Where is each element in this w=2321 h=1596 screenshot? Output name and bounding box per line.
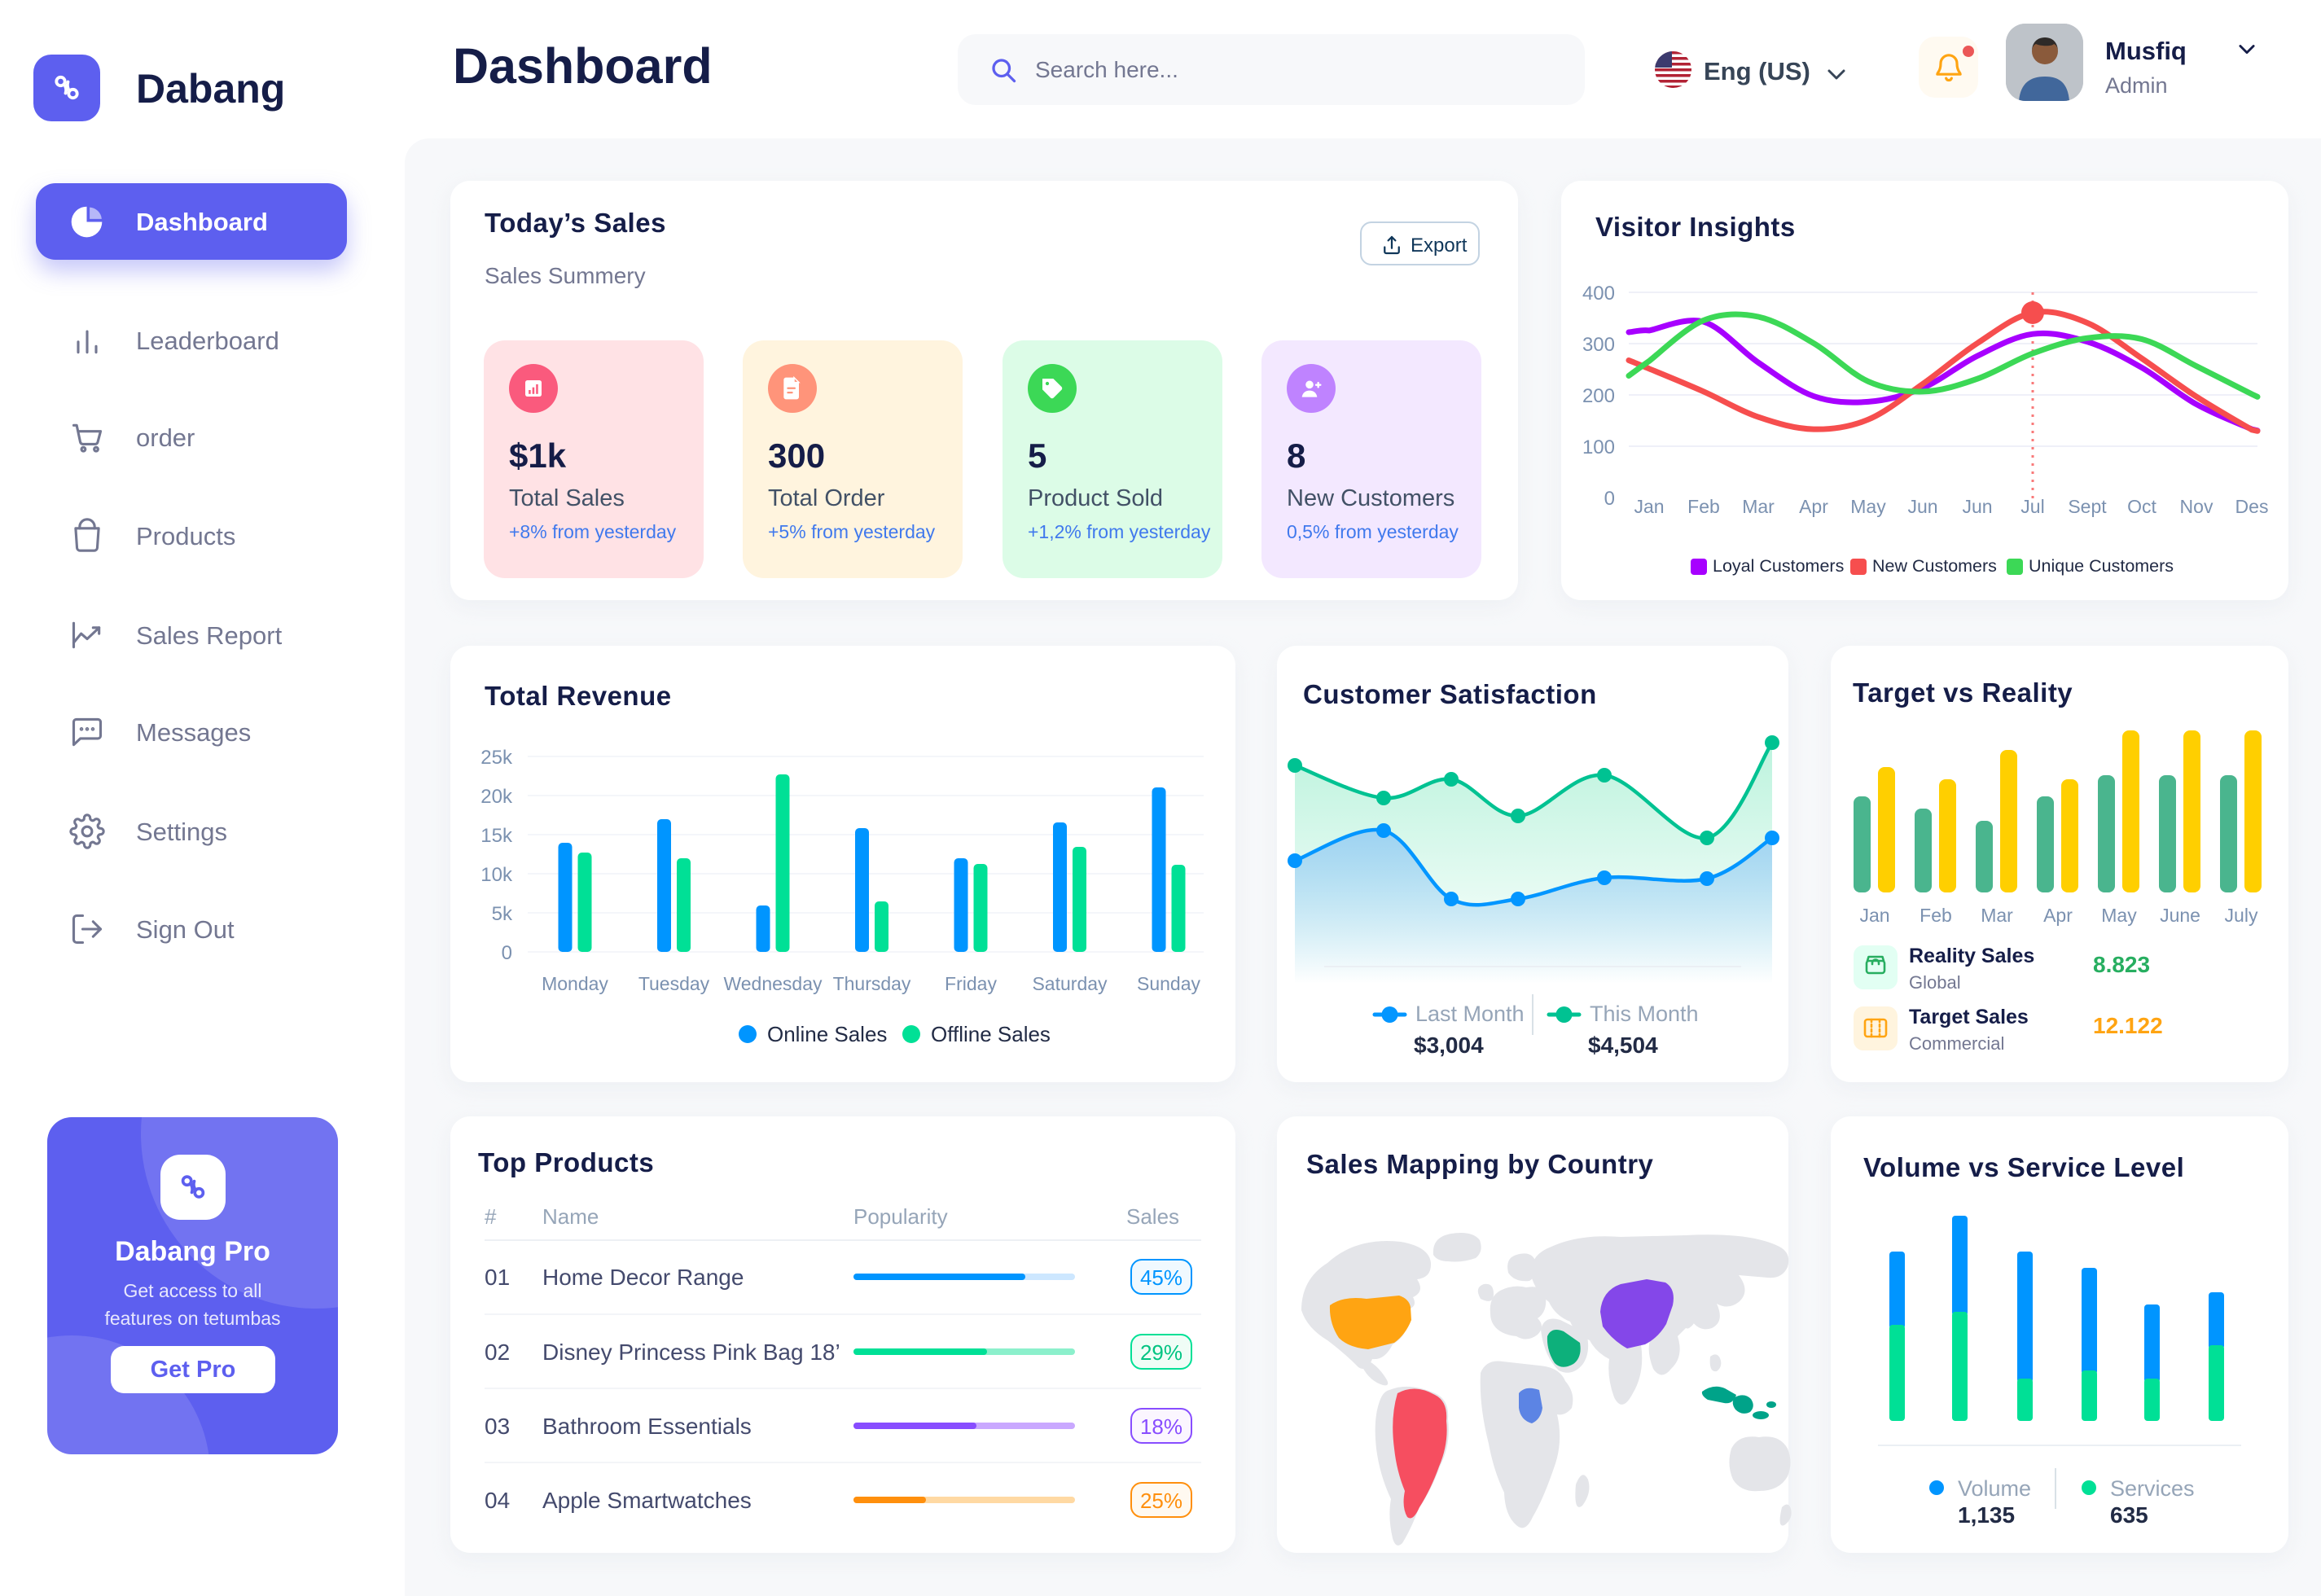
svg-text:Last Month: Last Month <box>1415 1002 1525 1026</box>
svg-text:1,135: 1,135 <box>1958 1502 2015 1528</box>
svg-text:Online Sales: Online Sales <box>767 1022 887 1046</box>
svg-text:Jun: Jun <box>1907 496 1937 517</box>
svg-text:300: 300 <box>1582 334 1615 356</box>
svg-text:0: 0 <box>1604 488 1615 510</box>
svg-text:Commercial: Commercial <box>1909 1033 2004 1054</box>
svg-text:May: May <box>2101 905 2137 926</box>
svg-text:Friday: Friday <box>945 973 997 994</box>
svg-text:400: 400 <box>1582 283 1615 305</box>
svg-text:Oct: Oct <box>2127 496 2156 517</box>
svg-text:July: July <box>2225 905 2258 926</box>
svg-text:This Month: This Month <box>1590 1002 1699 1026</box>
svg-text:Nov: Nov <box>2180 496 2214 517</box>
svg-text:8.823: 8.823 <box>2093 952 2150 977</box>
svg-text:Tuesday: Tuesday <box>638 973 710 994</box>
svg-text:June: June <box>2160 905 2200 926</box>
svg-text:Loyal Customers: Loyal Customers <box>1713 556 1844 576</box>
svg-text:Sunday: Sunday <box>1137 973 1201 994</box>
svg-text:Mar: Mar <box>1742 496 1775 517</box>
svg-text:0: 0 <box>502 942 512 964</box>
svg-text:Des: Des <box>2235 496 2269 517</box>
svg-text:May: May <box>1850 496 1886 517</box>
svg-text:Feb: Feb <box>1920 905 1952 926</box>
svg-text:New Customers: New Customers <box>1872 556 1997 576</box>
svg-text:$3,004: $3,004 <box>1414 1033 1484 1058</box>
svg-text:100: 100 <box>1582 436 1615 458</box>
svg-text:$4,504: $4,504 <box>1588 1033 1658 1058</box>
svg-text:Services: Services <box>2110 1476 2195 1501</box>
svg-text:Jan: Jan <box>1859 905 1889 926</box>
svg-text:5k: 5k <box>492 903 513 925</box>
svg-text:Volume: Volume <box>1958 1476 2031 1501</box>
svg-text:Mar: Mar <box>1981 905 2013 926</box>
svg-text:Apr: Apr <box>2043 905 2073 926</box>
svg-text:15k: 15k <box>480 825 513 847</box>
svg-text:Apr: Apr <box>1799 496 1828 517</box>
svg-text:Unique Customers: Unique Customers <box>2029 556 2174 576</box>
svg-text:Reality Sales: Reality Sales <box>1909 945 2034 967</box>
svg-text:Global: Global <box>1909 972 1961 993</box>
svg-text:Wednesday: Wednesday <box>723 973 823 994</box>
svg-text:Offline Sales: Offline Sales <box>931 1022 1051 1046</box>
svg-text:10k: 10k <box>480 864 513 886</box>
svg-text:Feb: Feb <box>1687 496 1720 517</box>
svg-text:Thursday: Thursday <box>833 973 911 994</box>
svg-text:Sept: Sept <box>2068 496 2107 517</box>
svg-text:25k: 25k <box>480 747 513 769</box>
svg-text:635: 635 <box>2110 1502 2148 1528</box>
svg-text:Jan: Jan <box>1634 496 1664 517</box>
svg-text:Jun: Jun <box>1962 496 1992 517</box>
svg-text:Jul: Jul <box>2020 496 2044 517</box>
svg-text:12.122: 12.122 <box>2093 1013 2163 1038</box>
svg-text:Monday: Monday <box>542 973 608 994</box>
svg-text:20k: 20k <box>480 786 513 808</box>
svg-text:Saturday: Saturday <box>1032 973 1108 994</box>
svg-text:Target Sales: Target Sales <box>1909 1006 2029 1028</box>
svg-text:200: 200 <box>1582 385 1615 407</box>
